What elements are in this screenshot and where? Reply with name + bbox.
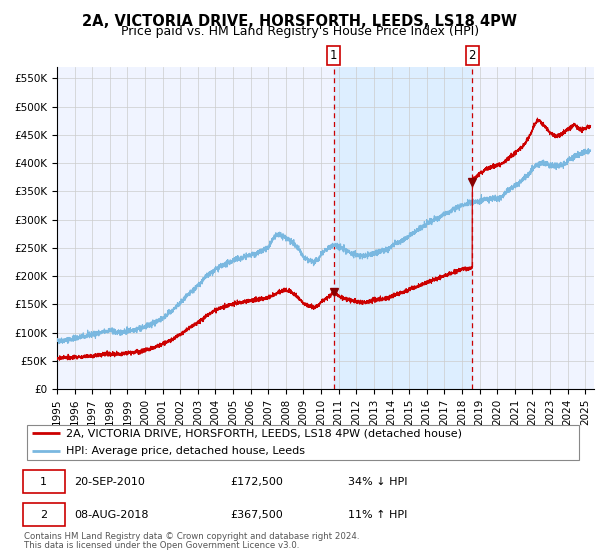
Text: 11% ↑ HPI: 11% ↑ HPI	[347, 510, 407, 520]
Text: 34% ↓ HPI: 34% ↓ HPI	[347, 477, 407, 487]
Text: £172,500: £172,500	[230, 477, 283, 487]
Text: Price paid vs. HM Land Registry's House Price Index (HPI): Price paid vs. HM Land Registry's House …	[121, 25, 479, 38]
Text: 2A, VICTORIA DRIVE, HORSFORTH, LEEDS, LS18 4PW (detached house): 2A, VICTORIA DRIVE, HORSFORTH, LEEDS, LS…	[66, 428, 462, 438]
Text: 20-SEP-2010: 20-SEP-2010	[74, 477, 145, 487]
Text: HPI: Average price, detached house, Leeds: HPI: Average price, detached house, Leed…	[66, 446, 305, 456]
FancyBboxPatch shape	[23, 503, 65, 526]
Text: £367,500: £367,500	[230, 510, 283, 520]
Text: 2A, VICTORIA DRIVE, HORSFORTH, LEEDS, LS18 4PW: 2A, VICTORIA DRIVE, HORSFORTH, LEEDS, LS…	[83, 14, 517, 29]
Text: This data is licensed under the Open Government Licence v3.0.: This data is licensed under the Open Gov…	[24, 541, 299, 550]
Text: 1: 1	[40, 477, 47, 487]
Bar	[334, 67, 472, 389]
Text: Contains HM Land Registry data © Crown copyright and database right 2024.: Contains HM Land Registry data © Crown c…	[24, 532, 359, 541]
Text: 1: 1	[330, 49, 338, 62]
Text: 08-AUG-2018: 08-AUG-2018	[74, 510, 149, 520]
FancyBboxPatch shape	[27, 424, 579, 460]
Text: 2: 2	[469, 49, 476, 62]
FancyBboxPatch shape	[23, 470, 65, 493]
Text: 2: 2	[40, 510, 47, 520]
